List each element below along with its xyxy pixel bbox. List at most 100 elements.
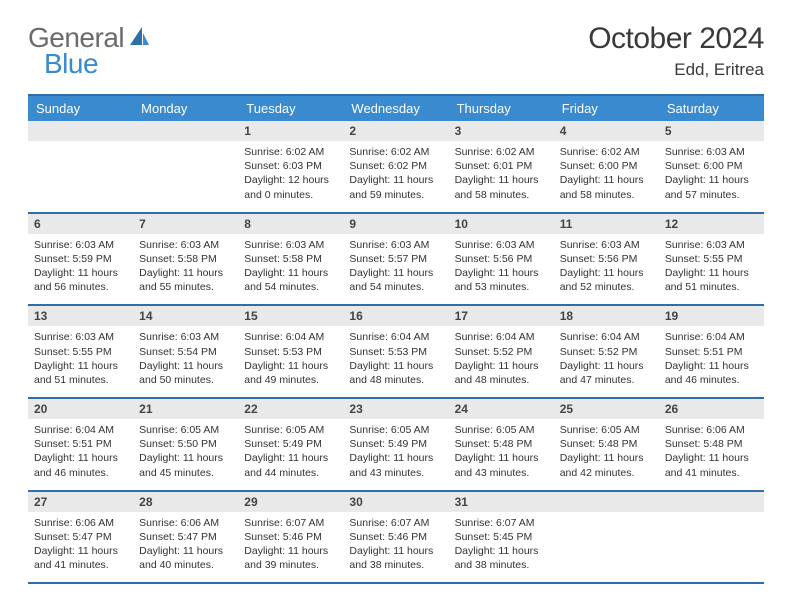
day-cell: 13Sunrise: 6:03 AMSunset: 5:55 PMDayligh… (28, 306, 133, 397)
day-daylight2: and 38 minutes. (455, 558, 548, 572)
day-daylight2: and 50 minutes. (139, 373, 232, 387)
day-body: Sunrise: 6:03 AMSunset: 5:56 PMDaylight:… (554, 234, 659, 305)
day-sunset: Sunset: 5:51 PM (34, 437, 127, 451)
day-daylight2: and 58 minutes. (455, 188, 548, 202)
day-daylight2: and 57 minutes. (665, 188, 758, 202)
day-sunset: Sunset: 5:48 PM (455, 437, 548, 451)
day-sunset: Sunset: 5:51 PM (665, 345, 758, 359)
day-number: 3 (449, 121, 554, 141)
day-body: Sunrise: 6:02 AMSunset: 6:02 PMDaylight:… (343, 141, 448, 212)
day-body: Sunrise: 6:03 AMSunset: 5:55 PMDaylight:… (659, 234, 764, 305)
day-number: 6 (28, 214, 133, 234)
day-sunrise: Sunrise: 6:02 AM (560, 145, 653, 159)
day-daylight1: Daylight: 11 hours (455, 359, 548, 373)
day-body: Sunrise: 6:03 AMSunset: 5:58 PMDaylight:… (238, 234, 343, 305)
day-body: Sunrise: 6:03 AMSunset: 5:56 PMDaylight:… (449, 234, 554, 305)
day-daylight1: Daylight: 11 hours (139, 266, 232, 280)
day-daylight2: and 53 minutes. (455, 280, 548, 294)
day-sunrise: Sunrise: 6:06 AM (34, 516, 127, 530)
day-sunset: Sunset: 5:49 PM (349, 437, 442, 451)
day-body (133, 141, 238, 203)
day-sunset: Sunset: 6:01 PM (455, 159, 548, 173)
day-daylight2: and 54 minutes. (244, 280, 337, 294)
day-body: Sunrise: 6:07 AMSunset: 5:46 PMDaylight:… (238, 512, 343, 583)
day-daylight2: and 45 minutes. (139, 466, 232, 480)
day-daylight2: and 41 minutes. (665, 466, 758, 480)
day-sunset: Sunset: 5:57 PM (349, 252, 442, 266)
day-sunrise: Sunrise: 6:04 AM (349, 330, 442, 344)
day-cell: 28Sunrise: 6:06 AMSunset: 5:47 PMDayligh… (133, 492, 238, 583)
day-cell: 26Sunrise: 6:06 AMSunset: 5:48 PMDayligh… (659, 399, 764, 490)
day-sunrise: Sunrise: 6:05 AM (349, 423, 442, 437)
day-daylight1: Daylight: 11 hours (560, 266, 653, 280)
day-number (133, 121, 238, 141)
day-body (659, 512, 764, 574)
day-daylight1: Daylight: 11 hours (455, 266, 548, 280)
day-body (554, 512, 659, 574)
day-sunset: Sunset: 5:50 PM (139, 437, 232, 451)
day-daylight1: Daylight: 11 hours (349, 359, 442, 373)
day-cell: 3Sunrise: 6:02 AMSunset: 6:01 PMDaylight… (449, 121, 554, 212)
day-sunrise: Sunrise: 6:03 AM (560, 238, 653, 252)
day-cell: 19Sunrise: 6:04 AMSunset: 5:51 PMDayligh… (659, 306, 764, 397)
day-number: 15 (238, 306, 343, 326)
day-of-week-cell: Thursday (449, 96, 554, 121)
day-sunset: Sunset: 5:53 PM (349, 345, 442, 359)
day-number: 22 (238, 399, 343, 419)
day-daylight1: Daylight: 11 hours (665, 359, 758, 373)
day-daylight2: and 39 minutes. (244, 558, 337, 572)
weeks-container: 1Sunrise: 6:02 AMSunset: 6:03 PMDaylight… (28, 121, 764, 584)
week-row: 6Sunrise: 6:03 AMSunset: 5:59 PMDaylight… (28, 214, 764, 307)
day-number: 7 (133, 214, 238, 234)
day-cell: 16Sunrise: 6:04 AMSunset: 5:53 PMDayligh… (343, 306, 448, 397)
day-sunrise: Sunrise: 6:02 AM (349, 145, 442, 159)
day-cell: 1Sunrise: 6:02 AMSunset: 6:03 PMDaylight… (238, 121, 343, 212)
day-cell: 25Sunrise: 6:05 AMSunset: 5:48 PMDayligh… (554, 399, 659, 490)
day-daylight2: and 38 minutes. (349, 558, 442, 572)
day-sunrise: Sunrise: 6:04 AM (455, 330, 548, 344)
day-sunrise: Sunrise: 6:05 AM (560, 423, 653, 437)
day-daylight1: Daylight: 11 hours (349, 451, 442, 465)
day-daylight1: Daylight: 11 hours (244, 359, 337, 373)
day-sunrise: Sunrise: 6:04 AM (665, 330, 758, 344)
week-row: 13Sunrise: 6:03 AMSunset: 5:55 PMDayligh… (28, 306, 764, 399)
day-sunrise: Sunrise: 6:04 AM (34, 423, 127, 437)
day-daylight1: Daylight: 11 hours (139, 544, 232, 558)
day-daylight2: and 44 minutes. (244, 466, 337, 480)
day-number: 13 (28, 306, 133, 326)
day-sunset: Sunset: 5:47 PM (139, 530, 232, 544)
day-of-week-cell: Saturday (659, 96, 764, 121)
day-body: Sunrise: 6:03 AMSunset: 5:59 PMDaylight:… (28, 234, 133, 305)
day-daylight2: and 55 minutes. (139, 280, 232, 294)
day-daylight2: and 51 minutes. (34, 373, 127, 387)
day-daylight2: and 49 minutes. (244, 373, 337, 387)
week-row: 20Sunrise: 6:04 AMSunset: 5:51 PMDayligh… (28, 399, 764, 492)
day-cell: 27Sunrise: 6:06 AMSunset: 5:47 PMDayligh… (28, 492, 133, 583)
day-daylight1: Daylight: 11 hours (455, 451, 548, 465)
day-body: Sunrise: 6:04 AMSunset: 5:53 PMDaylight:… (343, 326, 448, 397)
day-sunrise: Sunrise: 6:07 AM (455, 516, 548, 530)
day-number: 12 (659, 214, 764, 234)
day-body: Sunrise: 6:07 AMSunset: 5:45 PMDaylight:… (449, 512, 554, 583)
day-sunset: Sunset: 5:56 PM (455, 252, 548, 266)
day-daylight1: Daylight: 11 hours (560, 359, 653, 373)
day-daylight1: Daylight: 11 hours (665, 266, 758, 280)
day-body: Sunrise: 6:05 AMSunset: 5:48 PMDaylight:… (554, 419, 659, 490)
day-cell: 18Sunrise: 6:04 AMSunset: 5:52 PMDayligh… (554, 306, 659, 397)
day-sunrise: Sunrise: 6:05 AM (455, 423, 548, 437)
day-number: 24 (449, 399, 554, 419)
day-daylight1: Daylight: 11 hours (349, 173, 442, 187)
day-body: Sunrise: 6:05 AMSunset: 5:49 PMDaylight:… (343, 419, 448, 490)
day-sunrise: Sunrise: 6:05 AM (139, 423, 232, 437)
day-cell: 2Sunrise: 6:02 AMSunset: 6:02 PMDaylight… (343, 121, 448, 212)
day-body: Sunrise: 6:02 AMSunset: 6:01 PMDaylight:… (449, 141, 554, 212)
day-body: Sunrise: 6:06 AMSunset: 5:48 PMDaylight:… (659, 419, 764, 490)
day-cell: 22Sunrise: 6:05 AMSunset: 5:49 PMDayligh… (238, 399, 343, 490)
day-sunrise: Sunrise: 6:03 AM (665, 145, 758, 159)
day-cell: 31Sunrise: 6:07 AMSunset: 5:45 PMDayligh… (449, 492, 554, 583)
day-cell: 15Sunrise: 6:04 AMSunset: 5:53 PMDayligh… (238, 306, 343, 397)
day-cell: 11Sunrise: 6:03 AMSunset: 5:56 PMDayligh… (554, 214, 659, 305)
day-sunrise: Sunrise: 6:04 AM (244, 330, 337, 344)
day-cell: 7Sunrise: 6:03 AMSunset: 5:58 PMDaylight… (133, 214, 238, 305)
day-sunrise: Sunrise: 6:03 AM (665, 238, 758, 252)
